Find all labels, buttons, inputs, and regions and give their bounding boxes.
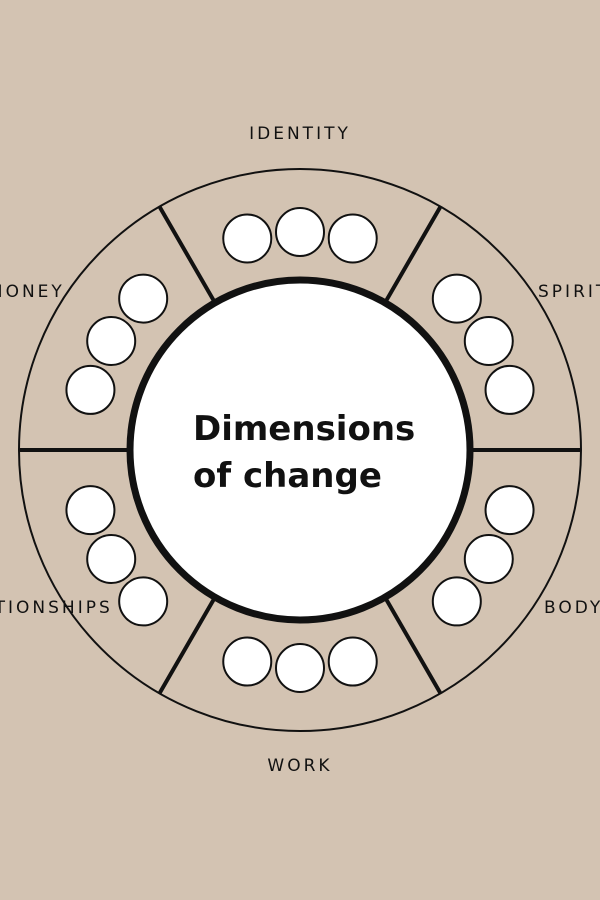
segment-divider <box>383 596 443 695</box>
segment-label: MONEY <box>0 282 65 302</box>
progress-dot[interactable] <box>431 273 482 324</box>
progress-dot[interactable] <box>275 643 325 693</box>
progress-dot[interactable] <box>327 636 378 687</box>
segment-dividers <box>19 205 581 695</box>
center-title-line-1: Dimensions <box>193 409 415 449</box>
segment-dots <box>65 207 535 693</box>
segment-label: WORK <box>267 756 332 776</box>
segment-labels: IDENTITY SPIRIT BODY WORK RELATIONSHIPS MONEY <box>0 124 600 776</box>
segment-divider <box>157 596 217 695</box>
progress-dot[interactable] <box>222 636 273 687</box>
progress-dot[interactable] <box>484 364 535 415</box>
progress-dot[interactable] <box>86 316 137 366</box>
segment-divider <box>383 205 443 304</box>
progress-dot[interactable] <box>463 534 514 584</box>
segment-divider <box>157 205 217 304</box>
progress-dot[interactable] <box>118 273 169 324</box>
center-title-line-2: of change <box>193 456 382 496</box>
progress-dot[interactable] <box>86 534 137 584</box>
progress-dot[interactable] <box>222 213 273 264</box>
segment-label: SPIRIT <box>538 282 600 302</box>
progress-dot[interactable] <box>118 576 169 627</box>
progress-dot[interactable] <box>327 213 378 264</box>
progress-dot[interactable] <box>431 576 482 627</box>
progress-dot[interactable] <box>65 485 116 536</box>
segment-label: BODY <box>544 598 600 618</box>
progress-dot[interactable] <box>463 316 514 366</box>
progress-dot[interactable] <box>484 485 535 536</box>
progress-dot[interactable] <box>275 207 325 257</box>
progress-dot[interactable] <box>65 364 116 415</box>
segment-label: IDENTITY <box>249 124 351 144</box>
segment-label: RELATIONSHIPS <box>0 598 113 618</box>
center-circle <box>126 276 474 624</box>
